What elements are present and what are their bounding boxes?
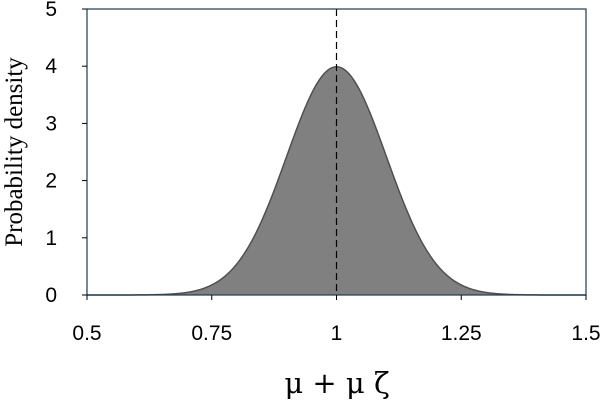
y-tick-label: 1 bbox=[45, 227, 57, 250]
x-tick-label: 0.75 bbox=[191, 322, 232, 345]
x-tick-label: 1.25 bbox=[441, 322, 482, 345]
y-tick-label: 3 bbox=[45, 112, 57, 135]
x-tick-label: 0.5 bbox=[72, 322, 101, 345]
y-tick-label: 5 bbox=[45, 0, 57, 21]
y-axis-title: Probability density bbox=[1, 57, 28, 247]
x-axis-title: μ + μ ζ bbox=[284, 366, 389, 400]
x-tick-label: 1 bbox=[331, 322, 343, 345]
y-axis-ticks: 0 1 2 3 4 5 bbox=[45, 0, 87, 307]
plot-area bbox=[86, 8, 587, 296]
x-axis-ticks: 0.5 0.75 1 1.25 1.5 bbox=[72, 295, 601, 345]
y-tick-label: 4 bbox=[45, 55, 57, 78]
x-tick-label: 1.5 bbox=[571, 322, 600, 345]
y-tick-label: 0 bbox=[45, 284, 57, 307]
y-tick-label: 2 bbox=[45, 170, 57, 193]
